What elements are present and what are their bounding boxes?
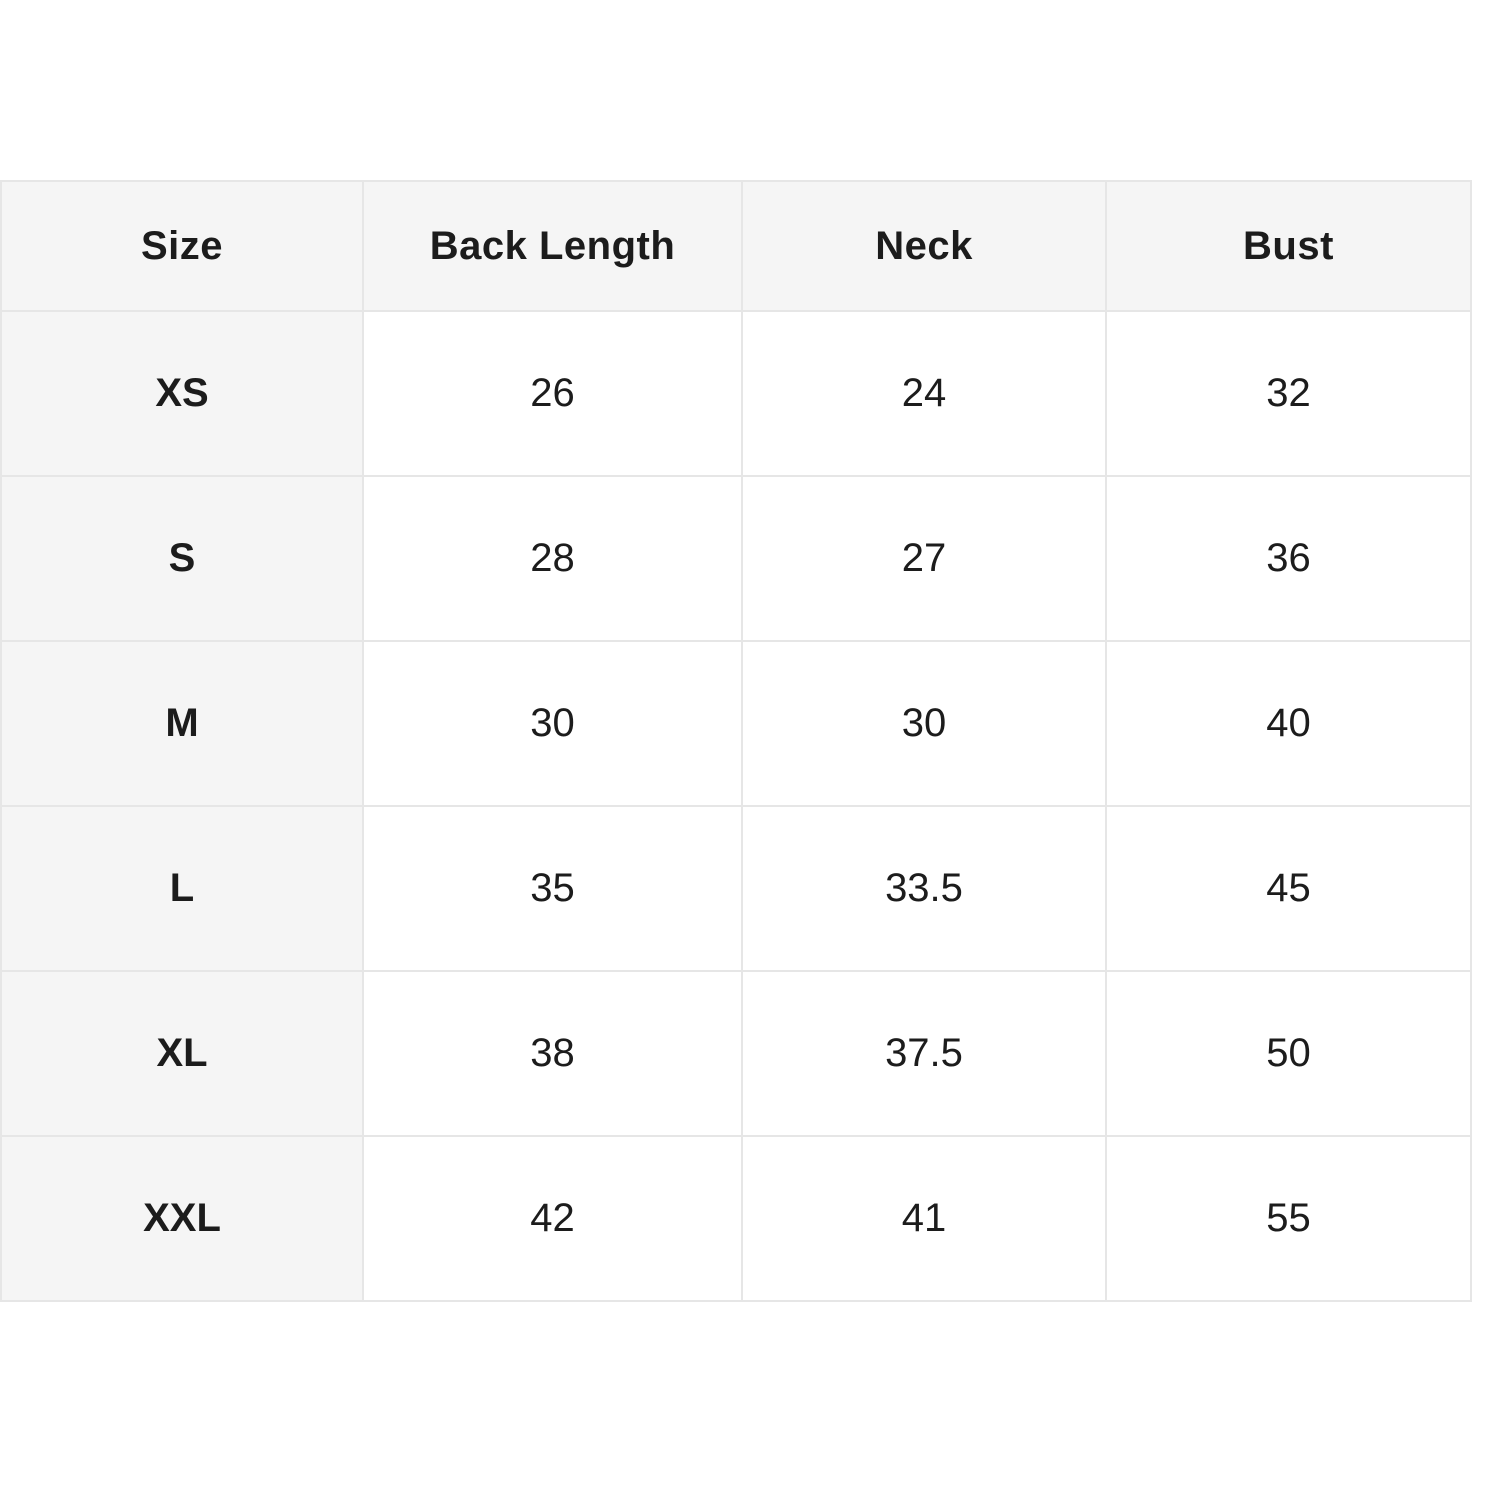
- neck-cell: 41: [741, 1135, 1107, 1302]
- size-label-cell: S: [0, 475, 364, 642]
- back-length-cell: 42: [362, 1135, 743, 1302]
- table-row: XS 26 24 32: [0, 310, 1472, 477]
- size-label-cell: XS: [0, 310, 364, 477]
- neck-cell: 27: [741, 475, 1107, 642]
- back-length-cell: 38: [362, 970, 743, 1137]
- header-cell-neck: Neck: [741, 180, 1107, 312]
- bust-cell: 55: [1105, 1135, 1472, 1302]
- table-row: S 28 27 36: [0, 475, 1472, 642]
- neck-cell: 33.5: [741, 805, 1107, 972]
- back-length-cell: 30: [362, 640, 743, 807]
- header-cell-bust: Bust: [1105, 180, 1472, 312]
- bust-cell: 32: [1105, 310, 1472, 477]
- bust-cell: 36: [1105, 475, 1472, 642]
- size-label-cell: XXL: [0, 1135, 364, 1302]
- size-chart-table: Size Back Length Neck Bust XS 26 24 32 S…: [0, 180, 1472, 1302]
- table-row: L 35 33.5 45: [0, 805, 1472, 972]
- size-label-cell: XL: [0, 970, 364, 1137]
- neck-cell: 37.5: [741, 970, 1107, 1137]
- header-cell-size: Size: [0, 180, 364, 312]
- neck-cell: 24: [741, 310, 1107, 477]
- size-label-cell: L: [0, 805, 364, 972]
- bust-cell: 40: [1105, 640, 1472, 807]
- back-length-cell: 28: [362, 475, 743, 642]
- neck-cell: 30: [741, 640, 1107, 807]
- table-row: XXL 42 41 55: [0, 1135, 1472, 1302]
- size-label-cell: M: [0, 640, 364, 807]
- back-length-cell: 35: [362, 805, 743, 972]
- table-row: XL 38 37.5 50: [0, 970, 1472, 1137]
- header-cell-back-length: Back Length: [362, 180, 743, 312]
- bust-cell: 50: [1105, 970, 1472, 1137]
- bust-cell: 45: [1105, 805, 1472, 972]
- back-length-cell: 26: [362, 310, 743, 477]
- table-row: M 30 30 40: [0, 640, 1472, 807]
- header-row: Size Back Length Neck Bust: [0, 180, 1472, 312]
